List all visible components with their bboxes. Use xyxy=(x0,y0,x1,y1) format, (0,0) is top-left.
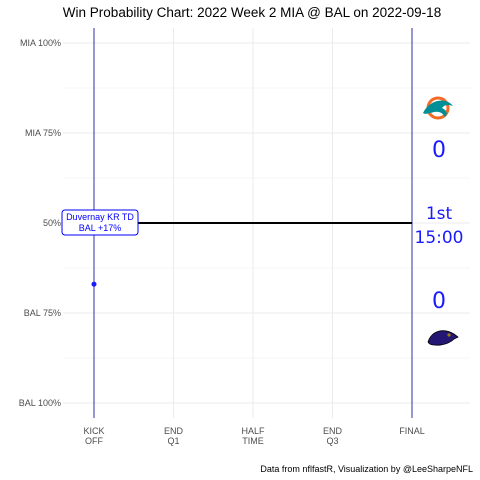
y-axis: MIA 100% MIA 75% 50% BAL 75% BAL 100% xyxy=(19,38,61,408)
x-tick-label: KICK xyxy=(83,426,104,436)
game-clock: 15:00 xyxy=(415,228,464,248)
dolphin-icon xyxy=(423,100,453,117)
dolphin-logo xyxy=(423,96,453,120)
x-tick-label-line2: TIME xyxy=(242,436,264,446)
home-score: 0 xyxy=(432,289,446,314)
annotation-line1: Duvernay KR TD xyxy=(66,212,134,222)
raven-icon xyxy=(427,330,459,346)
series-layer xyxy=(91,222,412,287)
chart-title: Win Probability Chart: 2022 Week 2 MIA @… xyxy=(63,5,441,20)
y-tick-label: BAL 100% xyxy=(19,398,61,408)
annotation-box xyxy=(61,209,139,236)
x-tick-label: END xyxy=(323,426,343,436)
raven-eye-icon xyxy=(447,333,451,337)
x-tick-label-line2: Q3 xyxy=(326,436,338,446)
x-tick-label-line2: Q1 xyxy=(167,436,179,446)
chart-caption: Data from nflfastR, Visualization by @Le… xyxy=(260,464,473,474)
raven-logo xyxy=(427,330,459,346)
y-tick-label: MIA 75% xyxy=(25,128,61,138)
quarter-label: 1st xyxy=(426,204,453,224)
away-score: 0 xyxy=(432,138,446,163)
x-tick-label: FINAL xyxy=(399,426,425,436)
play-annotation: Duvernay KR TD BAL +17% xyxy=(61,209,139,236)
y-tick-label: BAL 75% xyxy=(24,308,61,318)
x-tick-label-line2: OFF xyxy=(85,436,103,446)
x-tick-label: END xyxy=(164,426,184,436)
x-tick-label: HALF xyxy=(241,426,265,436)
y-tick-label: 50% xyxy=(43,218,61,228)
annotation-line2: BAL +17% xyxy=(79,223,121,233)
y-tick-label: MIA 100% xyxy=(20,38,61,48)
data-point xyxy=(91,281,97,287)
